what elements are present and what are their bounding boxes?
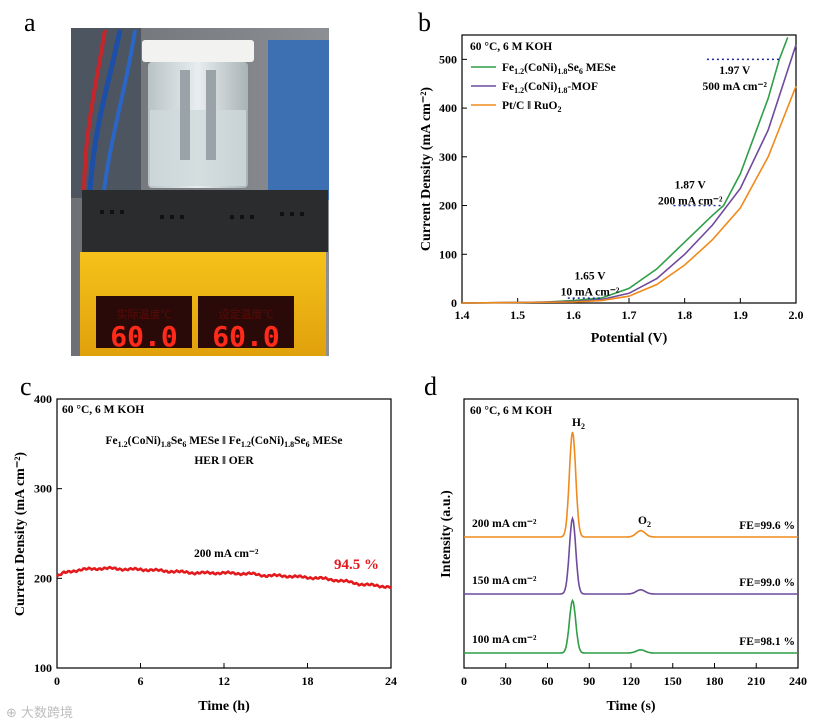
d-xtick-label-150: 150 [664,674,682,688]
d-xtick-label-90: 90 [583,674,595,688]
panel-letter-c: c [20,372,32,401]
d-xtick-label-30: 30 [500,674,512,688]
b-annotation-0-0: 1.97 V [719,65,751,77]
electrolytic-cell [148,62,248,188]
d-series-label-2: 100 mA cm⁻² [472,634,537,646]
b-series-line-1 [461,44,797,304]
chart-b-frame [461,34,797,304]
b-annotation-2-0: 1.65 V [574,271,606,283]
display-right-label: 设定温度℃ [219,307,274,321]
chart-c-frame [56,398,392,669]
c-xtick-label-24: 24 [385,674,397,688]
b-xtick-label-1.8: 1.8 [677,308,692,322]
hotplate-top [82,190,328,252]
d-xtick-label-240: 240 [789,674,807,688]
b-annotation-1-1: 200 mA cm⁻² [658,195,723,207]
b-ytick-label-100: 100 [439,247,457,261]
photo-background [71,28,329,356]
b-series-line-2 [461,85,797,304]
c-xtick-label-18: 18 [302,674,314,688]
display-left-value: 60.0 [110,320,177,353]
display-left-label: 实际温度℃ [117,307,172,321]
d-fe-label-1: FE=99.0 % [739,577,795,589]
b-xtick-label-2.0: 2.0 [789,308,804,322]
chart-d-ylabel: Intensity (a.u.) [439,490,454,578]
d-xtick-label-210: 210 [747,674,765,688]
cell-lid [142,40,254,62]
d-fe-label-0: FE=99.6 % [739,520,795,532]
chart-c-retention: 94.5 % [334,557,379,573]
d-xtick-label-0: 0 [461,674,467,688]
chart-c-current-label: 200 mA cm⁻² [194,548,259,560]
chart-d-frame [463,398,799,669]
b-annotation-2-1: 10 mA cm⁻² [561,287,620,299]
panel-letter-a: a [24,8,36,37]
c-xtick-label-6: 6 [138,674,144,688]
d-series-line-2 [464,598,798,654]
chart-c-condition: 60 °C, 6 M KOH [62,404,144,416]
chart-c-ylabel: Current Density (mA cm⁻²) [13,452,28,616]
d-series-line-0 [464,431,798,538]
display-left [96,296,192,348]
b-ytick-label-200: 200 [439,199,457,213]
peak-label-o2: O2 [638,515,651,529]
d-xtick-label-180: 180 [706,674,724,688]
chart-b-condition: 60 °C, 6 M KOH [470,41,552,53]
chart-d-condition: 60 °C, 6 M KOH [470,405,552,417]
c-ytick-label-200: 200 [34,571,52,585]
c-ytick-label-300: 300 [34,482,52,496]
b-series-line-0 [461,37,789,304]
b-xtick-label-1.7: 1.7 [622,308,637,322]
d-series-label-1: 150 mA cm⁻² [472,575,537,587]
b-annotation-1-0: 1.87 V [675,179,707,191]
panel-letter-d: d [424,372,437,401]
panel-letter-b: b [418,8,431,37]
b-xtick-label-1.4: 1.4 [455,308,470,322]
chart-c-title-line2: HER ǁ OER [194,455,254,467]
b-xtick-label-1.5: 1.5 [510,308,525,322]
c-ytick-label-400: 400 [34,392,52,406]
b-xtick-label-1.6: 1.6 [566,308,581,322]
legend-label-mese: Fe1.2(CoNi)1.8Se6 MESe [502,62,616,76]
display-right-value: 60.0 [212,320,279,353]
c-series-line [55,565,392,590]
c-xtick-label-12: 12 [218,674,230,688]
b-ytick-label-300: 300 [439,150,457,164]
c-ytick-label-100: 100 [34,661,52,675]
display-right [198,296,294,348]
chart-b-xlabel: Potential (V) [591,331,668,346]
d-fe-label-2: FE=98.1 % [739,636,795,648]
b-ytick-label-500: 500 [439,52,457,66]
d-series-label-0: 200 mA cm⁻² [472,518,537,530]
legend-label-ptc: Pt/C ǁ RuO2 [502,100,561,114]
b-ytick-label-0: 0 [451,296,457,310]
b-ytick-label-400: 400 [439,101,457,115]
b-annotation-0-1: 500 mA cm⁻² [703,81,768,93]
chart-c-title-line1: Fe1.2(CoNi)1.8Se6 MESe ǁ Fe1.2(CoNi)1.8S… [106,435,343,449]
chart-b-legend: Fe1.2(CoNi)1.8Se6 MESe Fe1.2(CoNi)1.8-MO… [471,62,616,114]
legend-label-mof: Fe1.2(CoNi)1.8-MOF [502,81,598,95]
watermark: ⊕ 大数跨境 [6,706,74,721]
b-xtick-label-1.9: 1.9 [733,308,748,322]
d-series-line-1 [464,515,798,595]
d-xtick-label-60: 60 [542,674,554,688]
heater-body [80,252,326,356]
chart-d-xlabel: Time (s) [606,699,655,714]
chart-c-xlabel: Time (h) [198,699,250,714]
d-xtick-label-120: 120 [622,674,640,688]
c-xtick-label-0: 0 [54,674,60,688]
peak-label-h2: H2 [572,417,585,431]
chart-b-ylabel: Current Density (mA cm⁻²) [419,87,434,251]
